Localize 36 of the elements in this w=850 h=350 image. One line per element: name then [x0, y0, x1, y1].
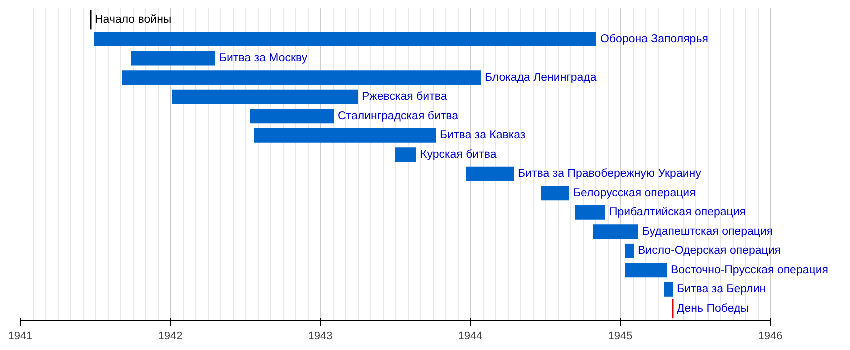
y-tick-label: Ржевская битва: [362, 91, 448, 104]
x-tick-label: 1945: [608, 330, 633, 342]
y-tick-label: Битва за Кавказ: [440, 130, 526, 142]
bar: [172, 90, 358, 104]
ref-line-label: Начало войны: [95, 14, 172, 26]
y-tick-label: Белорусская операция: [574, 187, 696, 200]
y-tick-label: Прибалтийская операция: [610, 206, 746, 219]
x-tick-label: 1944: [458, 330, 483, 342]
y-tick-label: Восточно-Прусская операция: [671, 264, 828, 276]
bar: [664, 282, 673, 297]
y-tick-label: Оборона Заполярья: [600, 33, 708, 46]
x-tick-label: 1943: [308, 330, 333, 342]
bar: [396, 148, 416, 162]
bar: [466, 166, 514, 182]
bar: [576, 205, 606, 220]
bar: [541, 186, 570, 201]
y-tick-label: Битва за Правобережную Украину: [518, 168, 702, 180]
y-tick-label: Курская битва: [420, 148, 498, 161]
ref-line-label: День Победы: [677, 302, 749, 315]
bar: [254, 128, 436, 143]
x-tick-label: 1941: [8, 330, 33, 342]
bar: [250, 109, 334, 124]
y-tick-label: Сталинградская битва: [338, 110, 460, 122]
y-tick-label: Висло-Одерская операция: [638, 245, 782, 258]
bar: [594, 224, 638, 240]
y-tick-label: Битва за Москву: [220, 52, 308, 65]
bar: [132, 51, 216, 66]
bar: [94, 32, 596, 47]
bar: [625, 263, 667, 278]
y-tick-label: Будапештская операция: [642, 226, 774, 238]
bar: [122, 70, 481, 86]
y-tick-label: Блокада Ленинграда: [485, 72, 598, 84]
x-tick-label: 1942: [158, 330, 183, 342]
bar: [625, 244, 634, 258]
y-tick-label: Битва за Берлин: [677, 284, 766, 296]
x-tick-label: 1946: [758, 330, 783, 342]
